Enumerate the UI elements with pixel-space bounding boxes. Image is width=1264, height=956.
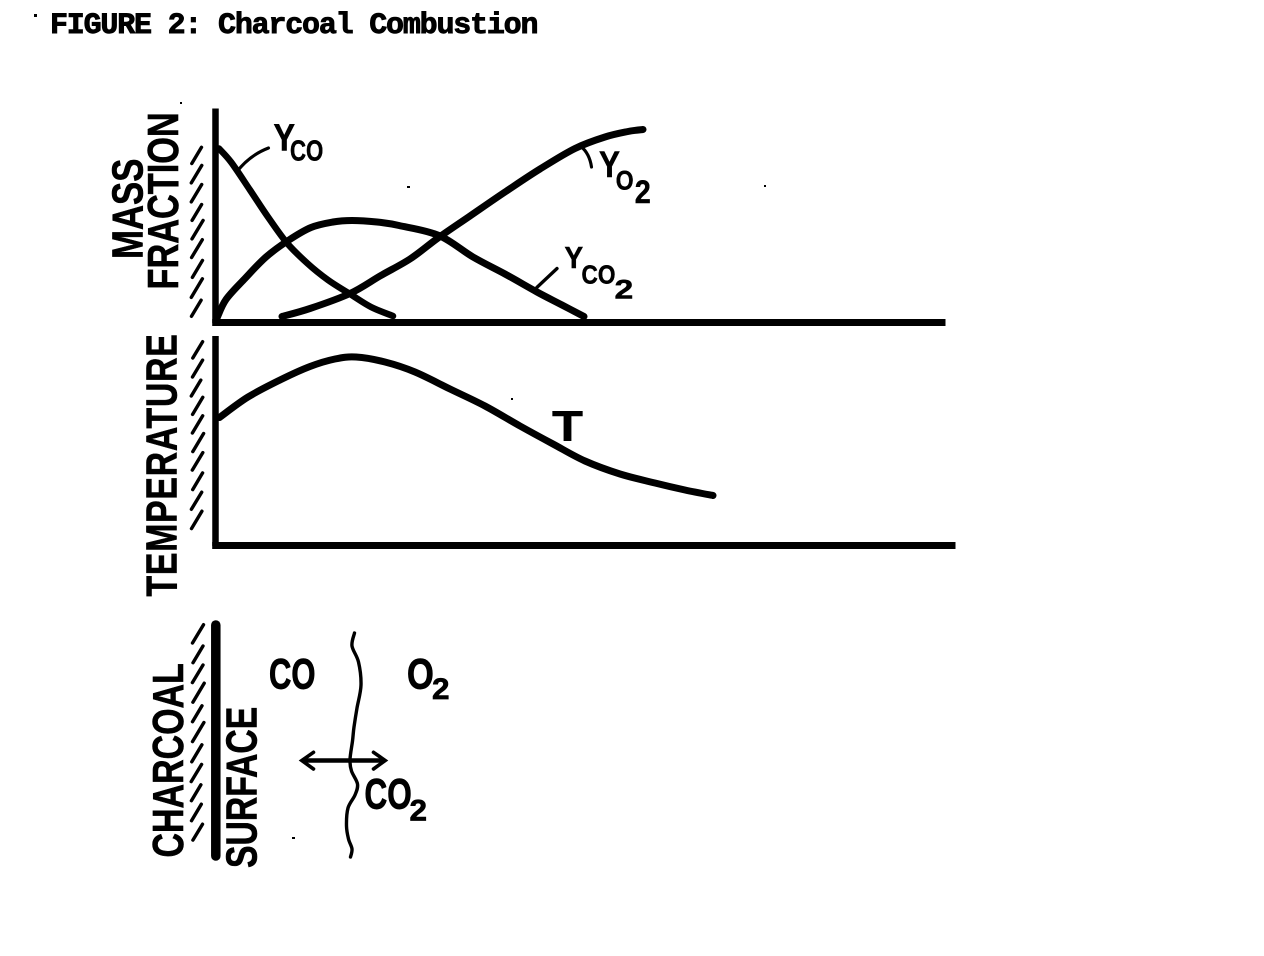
svg-text:CO: CO (582, 261, 616, 290)
svg-text:TEMPERATURE: TEMPERATURE (137, 333, 186, 596)
svg-text:CO: CO (290, 136, 323, 167)
svg-text:CO: CO (365, 770, 412, 818)
svg-text:FIGURE 2: Charcoal Combustion: FIGURE 2: Charcoal Combustion (50, 9, 537, 43)
svg-text:CO: CO (269, 649, 315, 697)
svg-text:SURFACE: SURFACE (218, 707, 266, 868)
svg-text:2: 2 (410, 793, 428, 827)
svg-text:T: T (552, 401, 583, 449)
svg-text:FRACTION: FRACTION (139, 112, 188, 289)
svg-text:CHARCOAL: CHARCOAL (144, 663, 193, 857)
svg-text:Y: Y (565, 241, 584, 276)
svg-text:Y: Y (274, 117, 296, 159)
svg-text:O: O (407, 651, 434, 698)
svg-text:O: O (616, 166, 634, 196)
svg-text:MASS: MASS (104, 159, 153, 259)
svg-text:2: 2 (615, 274, 634, 304)
svg-text:2: 2 (635, 174, 651, 210)
svg-text:2: 2 (432, 672, 450, 706)
svg-text:Y: Y (599, 145, 620, 186)
